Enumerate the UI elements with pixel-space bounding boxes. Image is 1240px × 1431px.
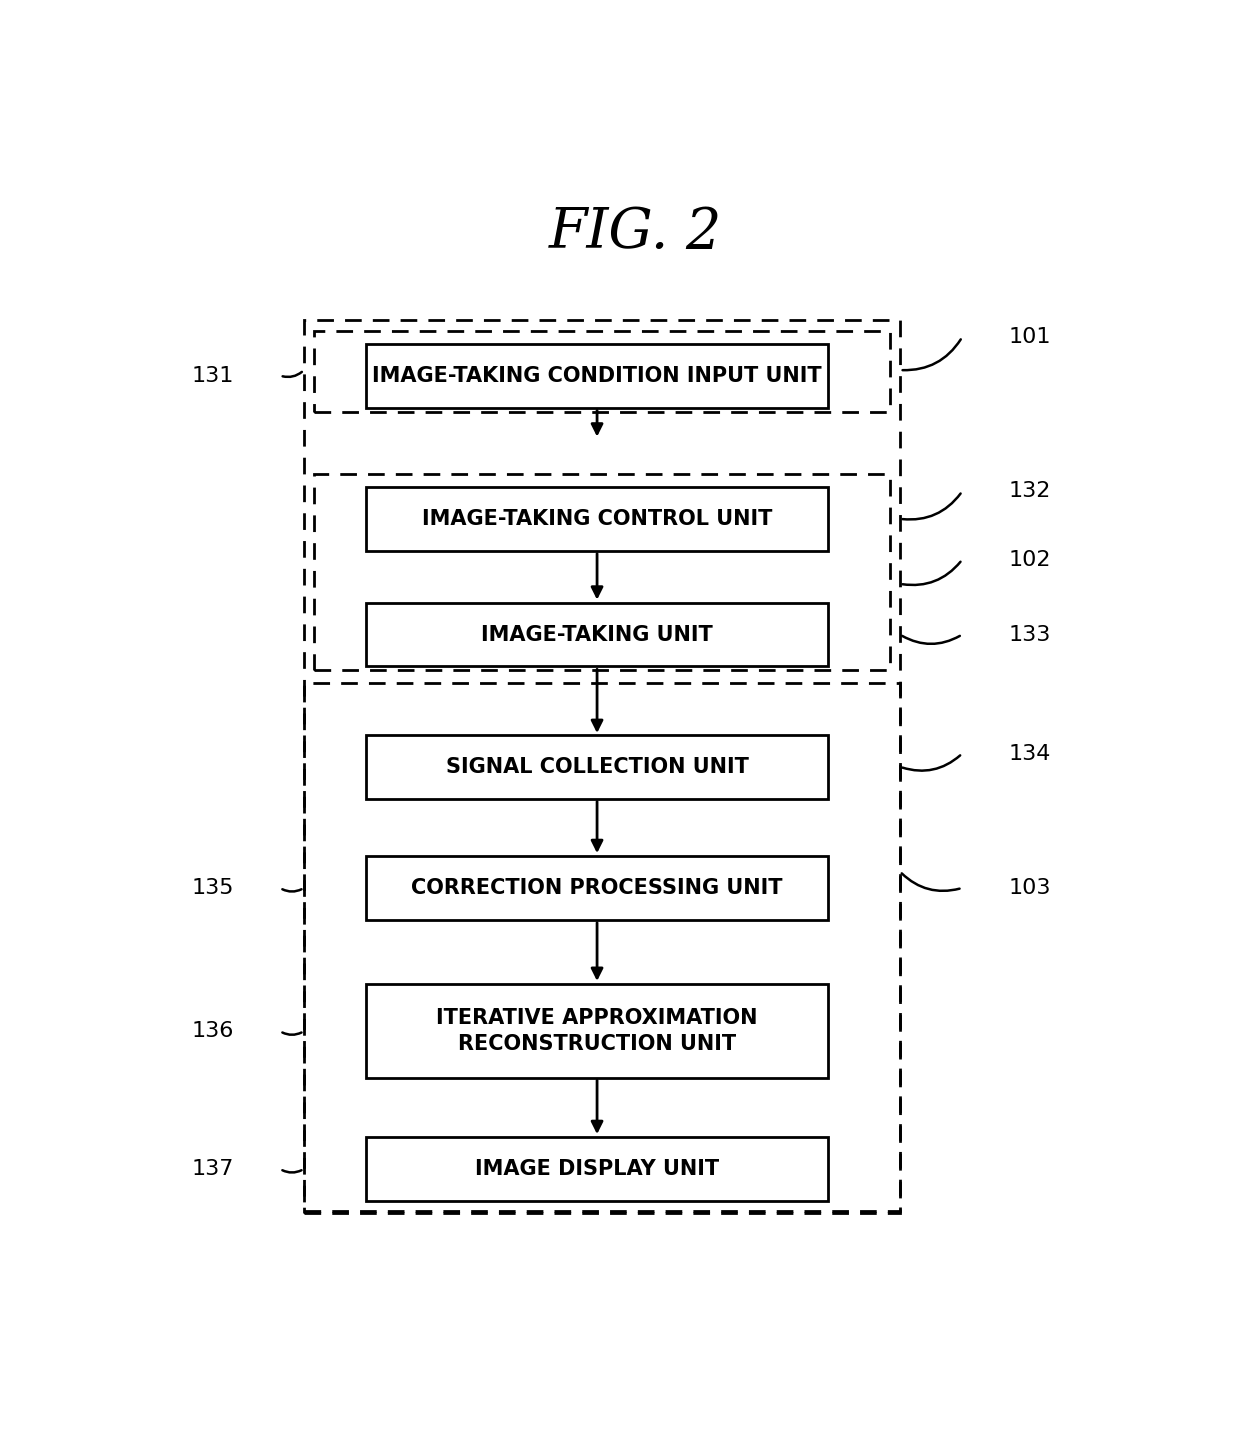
Text: FIG. 2: FIG. 2 <box>549 205 722 259</box>
Text: ITERATIVE APPROXIMATION
RECONSTRUCTION UNIT: ITERATIVE APPROXIMATION RECONSTRUCTION U… <box>436 1009 758 1055</box>
Bar <box>367 602 828 667</box>
Bar <box>367 734 828 798</box>
Bar <box>367 343 828 408</box>
Text: IMAGE-TAKING CONDITION INPUT UNIT: IMAGE-TAKING CONDITION INPUT UNIT <box>372 365 822 385</box>
Text: 134: 134 <box>1008 744 1050 764</box>
Bar <box>367 985 828 1078</box>
Text: 137: 137 <box>191 1159 234 1179</box>
Text: 136: 136 <box>191 1022 234 1042</box>
Bar <box>304 683 900 1211</box>
Text: IMAGE-TAKING UNIT: IMAGE-TAKING UNIT <box>481 624 713 644</box>
Text: 102: 102 <box>1008 550 1050 570</box>
Bar <box>314 474 890 670</box>
Text: IMAGE-TAKING CONTROL UNIT: IMAGE-TAKING CONTROL UNIT <box>422 509 773 529</box>
Bar <box>314 332 890 412</box>
Text: IMAGE DISPLAY UNIT: IMAGE DISPLAY UNIT <box>475 1159 719 1179</box>
Text: 101: 101 <box>1008 328 1050 346</box>
Bar <box>367 487 828 551</box>
Text: 103: 103 <box>1008 879 1050 897</box>
Bar <box>367 1138 828 1201</box>
Text: 133: 133 <box>1008 624 1050 644</box>
Text: 135: 135 <box>191 879 234 897</box>
Bar <box>304 321 900 1213</box>
Text: SIGNAL COLLECTION UNIT: SIGNAL COLLECTION UNIT <box>445 757 749 777</box>
Bar <box>367 856 828 920</box>
Text: 132: 132 <box>1008 481 1050 501</box>
Text: 131: 131 <box>191 365 234 385</box>
Text: CORRECTION PROCESSING UNIT: CORRECTION PROCESSING UNIT <box>412 879 782 897</box>
